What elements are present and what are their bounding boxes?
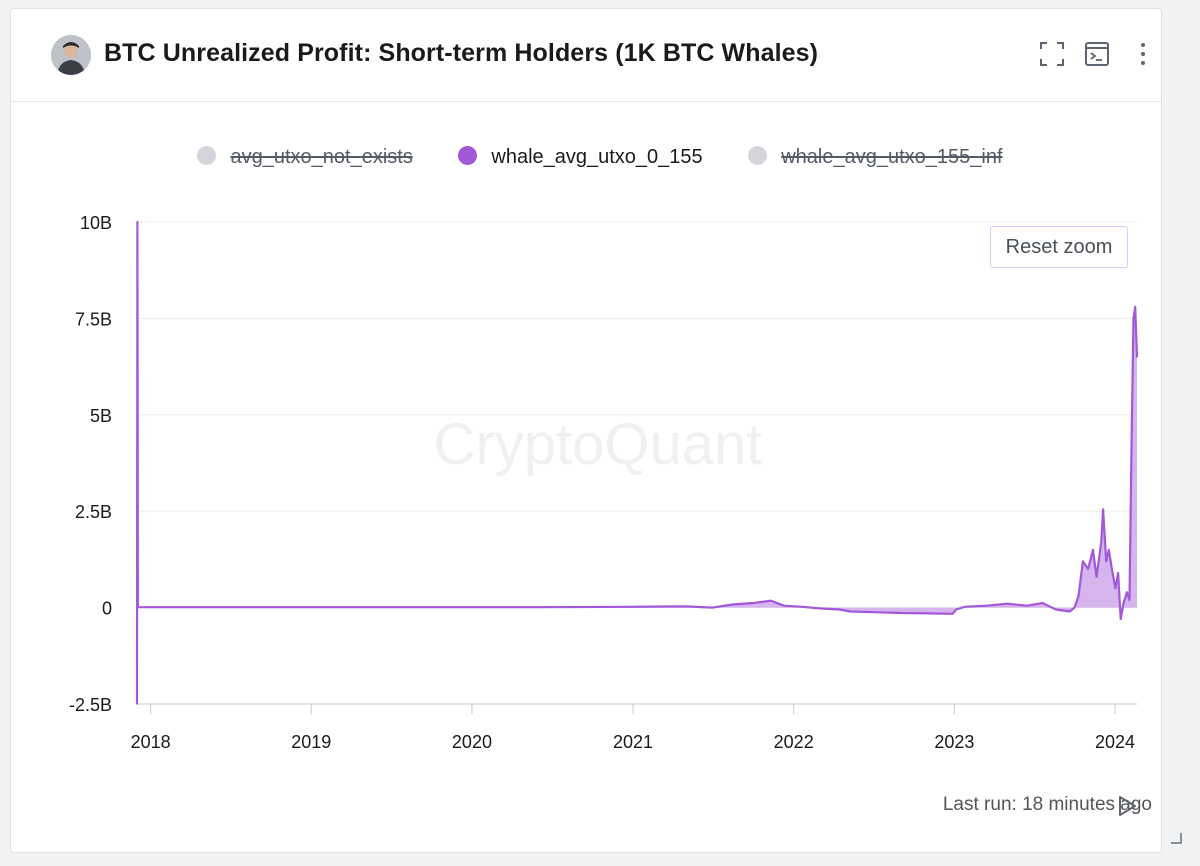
y-tick-label: 7.5B <box>75 309 112 329</box>
y-tick-label: 2.5B <box>75 502 112 522</box>
data-point <box>964 606 966 608</box>
y-tick-label: 10B <box>80 213 112 233</box>
data-point <box>818 607 821 610</box>
x-tick-label: 2022 <box>774 732 814 752</box>
data-point <box>1119 618 1122 620</box>
data-point <box>801 606 803 608</box>
data-point <box>1111 568 1113 570</box>
data-point <box>216 606 218 609</box>
y-tick-label: 5B <box>90 406 112 426</box>
data-point <box>1006 602 1008 605</box>
data-point <box>1068 610 1071 613</box>
data-point <box>849 610 852 613</box>
data-point <box>1132 317 1135 320</box>
data-point <box>872 611 875 614</box>
card-header: BTC Unrealized Profit: Short-term Holder… <box>11 9 1161 102</box>
data-point <box>1117 572 1119 574</box>
fullscreen-icon[interactable] <box>1039 41 1065 67</box>
x-tick-label: 2023 <box>934 732 974 752</box>
x-tick-label: 2020 <box>452 732 492 752</box>
data-point <box>951 612 954 615</box>
data-point <box>1105 560 1107 563</box>
data-point <box>752 602 754 604</box>
data-point <box>731 603 734 606</box>
play-icon[interactable] <box>1116 795 1138 817</box>
data-point <box>538 606 540 609</box>
data-point <box>137 606 139 609</box>
x-tick-label: 2019 <box>291 732 331 752</box>
data-point <box>1082 560 1084 563</box>
legend-item-avg-utxo-not-exists[interactable]: avg_utxo_not_exists <box>197 146 413 169</box>
legend-dot <box>197 146 217 165</box>
data-point <box>899 612 902 614</box>
data-point <box>1100 541 1103 543</box>
data-point <box>1126 591 1128 593</box>
data-point <box>838 608 841 611</box>
reset-zoom-button[interactable]: Reset zoom <box>990 226 1128 268</box>
data-point <box>711 606 714 609</box>
legend-item-whale-avg-utxo-0-155[interactable]: whale_avg_utxo_0_155 <box>458 146 703 169</box>
data-point <box>1122 602 1125 605</box>
data-point <box>1134 306 1137 308</box>
data-point <box>136 703 138 705</box>
data-point <box>1102 508 1104 511</box>
data-point <box>632 606 634 608</box>
watermark: CryptoQuant <box>434 412 763 477</box>
x-tick-label: 2021 <box>613 732 653 752</box>
page-title: BTC Unrealized Profit: Short-term Holder… <box>104 39 819 67</box>
resize-handle-icon[interactable] <box>1170 832 1182 844</box>
data-point <box>770 599 772 602</box>
series-points <box>136 221 1138 705</box>
last-run-text: Last run: 18 minutes ago <box>942 794 1152 815</box>
data-point <box>1114 587 1117 590</box>
legend-label: whale_avg_utxo_155_inf <box>781 146 1003 168</box>
data-point <box>1026 604 1028 607</box>
legend-label: whale_avg_utxo_0_155 <box>491 146 703 168</box>
data-point <box>1130 433 1133 435</box>
y-tick-label: -2.5B <box>69 695 112 715</box>
data-point <box>1092 548 1094 551</box>
series-line <box>135 220 1139 705</box>
data-point <box>1108 548 1110 551</box>
data-point <box>1077 595 1080 597</box>
data-point <box>1128 599 1131 601</box>
data-point <box>926 612 929 615</box>
x-axis-ticks: 2018 2019 2020 2021 2022 2023 2024 <box>131 703 1137 752</box>
more-vertical-icon[interactable] <box>1130 41 1156 67</box>
chart-legend: avg_utxo_not_exists whale_avg_utxo_0_155… <box>0 146 1200 176</box>
data-point <box>136 221 139 223</box>
avatar <box>51 35 91 75</box>
data-point <box>685 605 687 608</box>
legend-item-whale-avg-utxo-155-inf[interactable]: whale_avg_utxo_155_inf <box>748 146 1003 169</box>
x-tick-label: 2024 <box>1095 732 1135 752</box>
data-point <box>985 604 988 607</box>
data-point <box>955 608 957 611</box>
legend-dot <box>748 146 768 165</box>
y-axis-ticks: 10B 7.5B 5B 2.5B 0 -2.5B <box>69 213 112 715</box>
data-point <box>1095 575 1098 578</box>
data-point <box>376 606 379 609</box>
terminal-icon[interactable] <box>1084 41 1110 67</box>
data-point <box>1136 356 1138 358</box>
data-point <box>783 604 785 607</box>
x-tick-label: 2018 <box>131 732 171 752</box>
data-point <box>1073 606 1076 609</box>
data-point <box>1087 568 1089 570</box>
legend-label: avg_utxo_not_exists <box>230 146 413 168</box>
data-point <box>1055 608 1057 611</box>
y-tick-label: 0 <box>102 599 112 619</box>
legend-dot <box>458 146 478 165</box>
data-point <box>1041 602 1044 604</box>
